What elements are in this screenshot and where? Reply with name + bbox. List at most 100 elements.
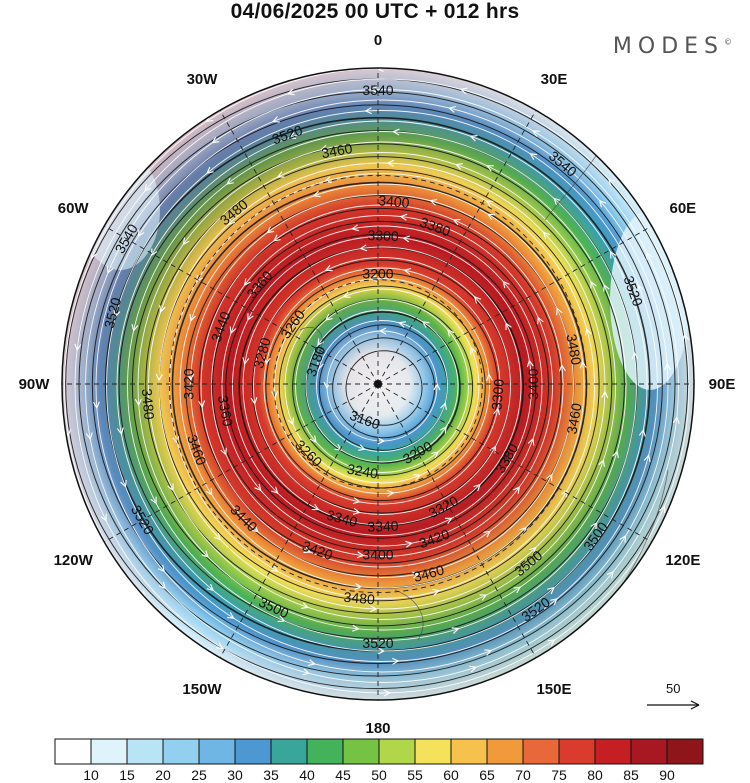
streamline-arrow	[599, 199, 607, 208]
contour-label: 3520	[101, 296, 125, 330]
streamline-arrow	[358, 444, 366, 451]
streamline-arrow	[484, 649, 493, 656]
streamline	[326, 330, 438, 442]
streamline-arrow	[334, 444, 343, 451]
streamline-arrow	[324, 264, 333, 272]
meridian-line	[104, 225, 379, 385]
longitude-label: 120E	[665, 552, 700, 569]
longitude-label: 60W	[58, 200, 90, 217]
colorbar-tick-label: 30	[227, 767, 243, 783]
streamline-arrow	[452, 218, 461, 226]
streamline-arrow	[579, 360, 587, 369]
streamline-arrow	[513, 586, 522, 594]
contour-label: 3460	[563, 402, 584, 436]
streamline-arrow	[493, 407, 501, 416]
streamline	[85, 89, 679, 683]
colorbar-swatch	[486, 738, 524, 765]
streamline	[116, 120, 648, 652]
streamline-arrow	[155, 373, 163, 382]
reference-vector-label: 50	[666, 681, 681, 696]
height-contour	[131, 143, 625, 627]
streamline-arrow	[137, 229, 145, 238]
height-contour	[292, 298, 474, 476]
colorbar-swatch	[522, 738, 560, 765]
streamline-arrow	[486, 165, 494, 172]
streamline-arrow	[131, 324, 139, 332]
streamline-arrow	[276, 171, 285, 178]
streamline-arrow	[100, 513, 107, 522]
streamline-arrow	[271, 390, 279, 399]
reference-vector	[647, 700, 700, 710]
streamline-arrow	[550, 598, 558, 606]
streamline-arrow	[220, 447, 227, 456]
streamline-arrow	[421, 321, 430, 328]
streamline-arrow	[251, 525, 259, 533]
streamline-arrow	[444, 517, 453, 525]
streamline-arrow	[364, 107, 372, 115]
streamline-arrow	[405, 540, 413, 548]
streamline-arrow	[502, 280, 510, 289]
colorbar-tick-label: 85	[623, 767, 639, 783]
streamline-arrow	[272, 234, 281, 242]
streamline-arrow	[309, 435, 317, 443]
streamline-arrow	[352, 497, 361, 505]
contour-label: 3480	[343, 589, 376, 608]
height-contour	[345, 350, 423, 426]
graticule	[62, 68, 694, 700]
streamline-arrow	[317, 362, 324, 370]
colorbar-tick-label: 50	[371, 767, 387, 783]
height-contour	[225, 233, 537, 539]
colorbar-swatch	[234, 738, 272, 765]
streamline-arrow	[440, 402, 447, 410]
streamline-arrow	[556, 307, 563, 316]
streamline-arrow	[451, 627, 460, 634]
streamline-arrow	[254, 483, 262, 492]
contour-label: 3240	[346, 461, 380, 482]
streamline-arrow	[113, 309, 121, 318]
contour-label: 3300	[488, 378, 507, 411]
contour-label: 3400	[525, 368, 541, 399]
colorbar-swatch	[306, 738, 344, 765]
streamline-arrow	[150, 496, 157, 505]
contour-label: 3540	[362, 82, 393, 98]
streamline-arrow	[144, 184, 152, 192]
streamline	[284, 288, 480, 484]
streamline-arrow	[356, 551, 365, 559]
streamline-arrow	[120, 479, 127, 488]
streamline-arrow	[312, 190, 321, 198]
streamline-arrow	[619, 534, 627, 543]
streamline-arrow	[74, 343, 82, 352]
streamline-arrow	[413, 474, 422, 481]
streamline-arrow	[90, 251, 97, 260]
streamline-arrow	[527, 437, 535, 446]
streamline-arrow	[157, 564, 165, 573]
streamline-arrow	[537, 316, 544, 325]
streamline-arrow	[479, 594, 488, 601]
streamline-arrow	[392, 657, 400, 665]
streamline-arrow	[584, 327, 592, 336]
streamline-arrow	[473, 296, 482, 304]
streamline-arrow	[483, 530, 492, 538]
colorbar-swatch	[666, 738, 704, 765]
streamline-arrow	[553, 197, 561, 205]
streamline-arrow	[386, 489, 395, 497]
streamline-arrow	[311, 503, 320, 511]
colorbar-tick-label: 65	[479, 767, 495, 783]
colorbar-tick-label: 40	[299, 767, 315, 783]
streamline-arrow	[369, 605, 378, 613]
streamline-arrow	[206, 166, 214, 174]
streamline	[295, 299, 469, 473]
streamline-arrow	[399, 213, 408, 221]
streamline-arrow	[325, 313, 333, 321]
streamline-arrow	[607, 178, 616, 186]
streamline-arrow	[201, 550, 209, 558]
streamline-arrow	[159, 305, 166, 314]
streamline-arrow	[469, 134, 478, 142]
longitude-label: 0	[374, 32, 382, 49]
colorbar-swatch	[594, 738, 632, 765]
longitude-label: 60E	[669, 200, 696, 217]
streamline-arrow	[672, 416, 680, 424]
colorbar-tick-label: 25	[191, 767, 207, 783]
streamline-arrow	[528, 546, 537, 555]
streamline-arrow	[398, 321, 406, 328]
